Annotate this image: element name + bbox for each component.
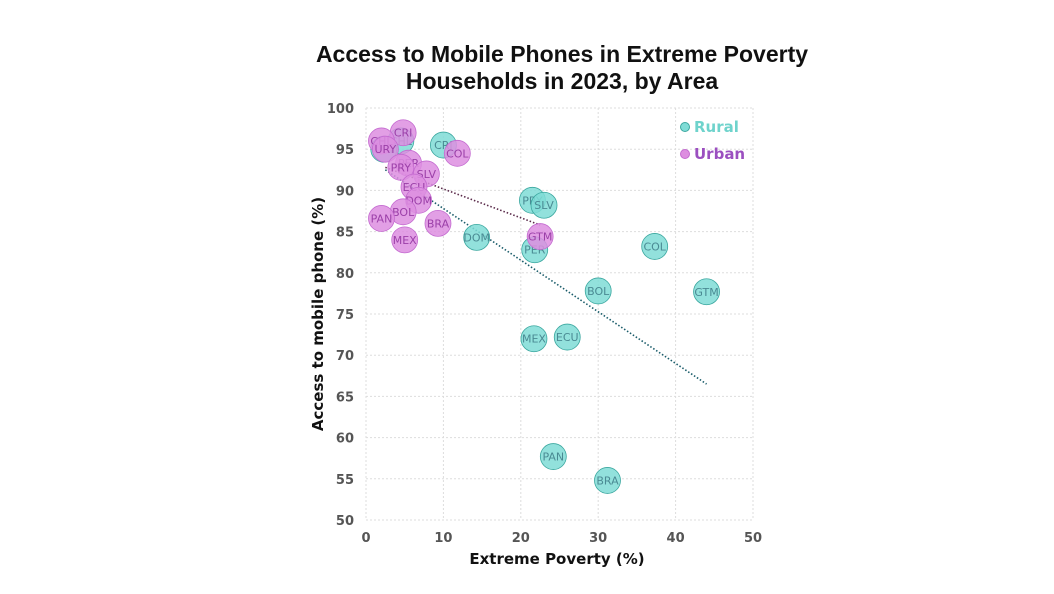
urban-point: BRA — [424, 209, 452, 237]
rural-point: DOM — [463, 223, 491, 251]
x-tick-label: 40 — [667, 531, 685, 546]
rural-point: BOL — [584, 277, 612, 305]
data-label: PAN — [371, 212, 393, 225]
rural-marker — [463, 223, 491, 251]
y-tick-label: 75 — [336, 308, 354, 323]
urban-point: MEX — [391, 226, 419, 254]
data-label: CRI — [394, 127, 413, 140]
rural-point: COL — [641, 233, 669, 260]
data-label: BOL — [587, 285, 610, 298]
urban-marker — [526, 223, 554, 250]
urban-marker — [443, 139, 471, 167]
urban-point: GTM — [526, 223, 554, 250]
data-label: GTM — [528, 231, 552, 244]
rural-marker — [641, 233, 669, 260]
y-tick-label: 50 — [336, 514, 354, 529]
data-label: PRY — [391, 161, 412, 174]
urban-marker — [371, 135, 399, 163]
data-label: BOL — [392, 206, 415, 219]
data-label: ECU — [556, 331, 579, 344]
rural-point: MEX — [520, 325, 548, 353]
rural-point: ECU — [553, 323, 581, 351]
legend: Rural Urban — [680, 118, 745, 163]
data-label: GTM — [694, 286, 718, 299]
x-axis-title: Extreme Poverty (%) — [469, 550, 644, 568]
y-axis-title: Access to mobile phone (%) — [309, 197, 327, 431]
data-label: COL — [446, 147, 469, 160]
y-tick-label: 60 — [336, 432, 354, 447]
data-label: PAN — [542, 451, 564, 464]
rural-legend-marker — [680, 122, 690, 132]
y-tick-label: 90 — [336, 184, 354, 199]
rural-marker — [539, 443, 567, 470]
y-tick-label: 65 — [336, 390, 354, 405]
x-tick-label: 10 — [434, 531, 452, 546]
data-label: COL — [643, 240, 666, 253]
axis-ticks: 0 10 20 30 40 50 50 55 60 65 70 75 80 85 90 95 100 — [327, 102, 762, 546]
urban-legend-marker — [680, 149, 690, 159]
rural-point: SLV — [530, 191, 558, 219]
urban-marker — [387, 153, 415, 181]
x-tick-label: 30 — [589, 531, 607, 546]
urban-marker — [424, 209, 452, 237]
y-tick-label: 55 — [336, 473, 354, 488]
rural-trendline — [384, 169, 708, 385]
chart-title-line-1: Access to Mobile Phones in Extreme Pover… — [316, 41, 808, 67]
data-label: MEX — [522, 333, 546, 346]
x-tick-label: 50 — [744, 531, 762, 546]
data-points: CHLURYCRIPRYSLVDOMPERCOLBOLGTMMEXECUPANB… — [368, 119, 720, 494]
data-label: MEX — [393, 234, 417, 247]
data-label: BRA — [596, 474, 619, 487]
urban-point: COL — [443, 139, 471, 167]
rural-legend-label: Rural — [694, 118, 739, 136]
data-label: SLV — [534, 199, 554, 212]
rural-marker — [594, 467, 621, 494]
rural-marker — [693, 278, 720, 306]
rural-marker — [530, 191, 558, 219]
y-tick-label: 95 — [336, 143, 354, 158]
y-tick-label: 70 — [336, 349, 354, 364]
x-tick-label: 0 — [361, 531, 370, 546]
urban-marker — [368, 205, 395, 232]
urban-marker — [391, 226, 419, 254]
rural-point: GTM — [693, 278, 720, 306]
data-label: URY — [374, 143, 396, 156]
x-tick-label: 20 — [512, 531, 530, 546]
y-tick-label: 80 — [336, 267, 354, 282]
urban-point: CRI — [389, 119, 417, 147]
data-label: DOM — [463, 231, 490, 244]
rural-point: PAN — [539, 443, 567, 470]
urban-point: URY — [371, 135, 399, 163]
urban-point: PRY — [387, 153, 415, 181]
chart-title-line-2: Households in 2023, by Area — [406, 68, 719, 94]
urban-trendline — [385, 166, 541, 226]
data-label: BRA — [427, 217, 450, 230]
rural-marker — [553, 323, 581, 351]
trendlines — [384, 166, 708, 385]
y-tick-label: 100 — [327, 102, 354, 117]
urban-legend-label: Urban — [694, 145, 745, 163]
rural-marker — [584, 277, 612, 305]
rural-point: BRA — [594, 467, 621, 494]
rural-marker — [520, 325, 548, 353]
urban-point: PAN — [368, 205, 395, 232]
y-tick-label: 85 — [336, 226, 354, 241]
grid — [365, 107, 754, 521]
